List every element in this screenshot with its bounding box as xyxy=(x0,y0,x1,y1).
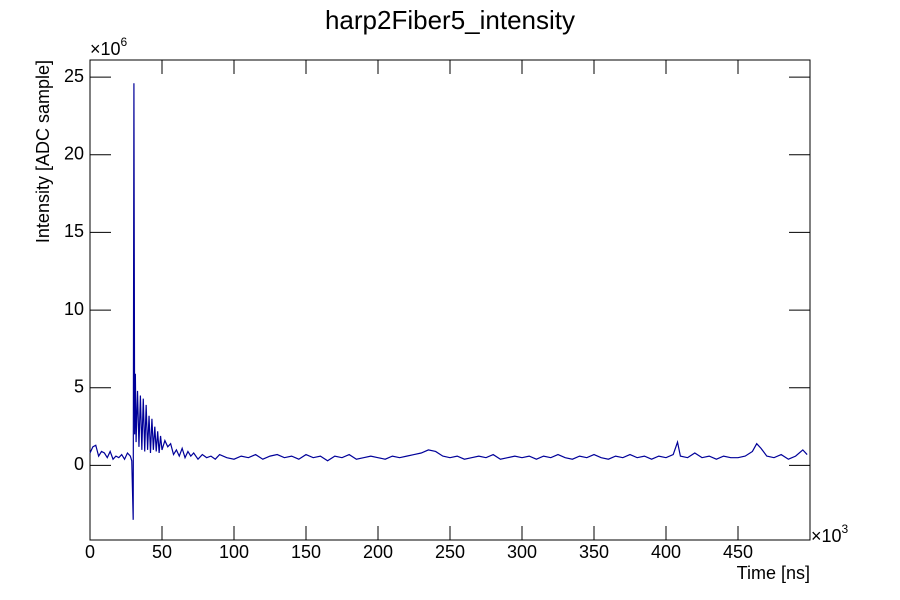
x-tick-label: 150 xyxy=(291,542,321,562)
x-multiplier: ×103 xyxy=(811,522,849,546)
x-tick-label: 250 xyxy=(435,542,465,562)
x-multiplier-power: 3 xyxy=(842,522,849,536)
y-tick-label: 20 xyxy=(64,144,84,164)
x-axis-label: Time [ns] xyxy=(737,563,810,583)
chart-title: harp2Fiber5_intensity xyxy=(325,5,575,35)
y-multiplier-power: 6 xyxy=(121,35,128,49)
y-multiplier: ×106 xyxy=(90,35,128,59)
plot-frame xyxy=(89,59,811,541)
x-multiplier-base: ×10 xyxy=(811,526,842,546)
x-tick-label: 400 xyxy=(651,542,681,562)
x-tick-label: 100 xyxy=(219,542,249,562)
y-tick-label: 25 xyxy=(64,66,84,86)
y-tick-label: 5 xyxy=(74,377,84,397)
data-line xyxy=(89,83,808,520)
x-tick-label: 450 xyxy=(723,542,753,562)
x-tick-label: 0 xyxy=(85,542,95,562)
y-axis-label: Intensity [ADC sample] xyxy=(33,60,53,243)
x-tick-label: 350 xyxy=(579,542,609,562)
y-tick-label: 10 xyxy=(64,299,84,319)
y-multiplier-base: ×10 xyxy=(90,39,121,59)
y-tick-label: 0 xyxy=(74,454,84,474)
x-tick-label: 300 xyxy=(507,542,537,562)
x-tick-label: 200 xyxy=(363,542,393,562)
x-tick-label: 50 xyxy=(152,542,172,562)
y-tick-label: 15 xyxy=(64,221,84,241)
